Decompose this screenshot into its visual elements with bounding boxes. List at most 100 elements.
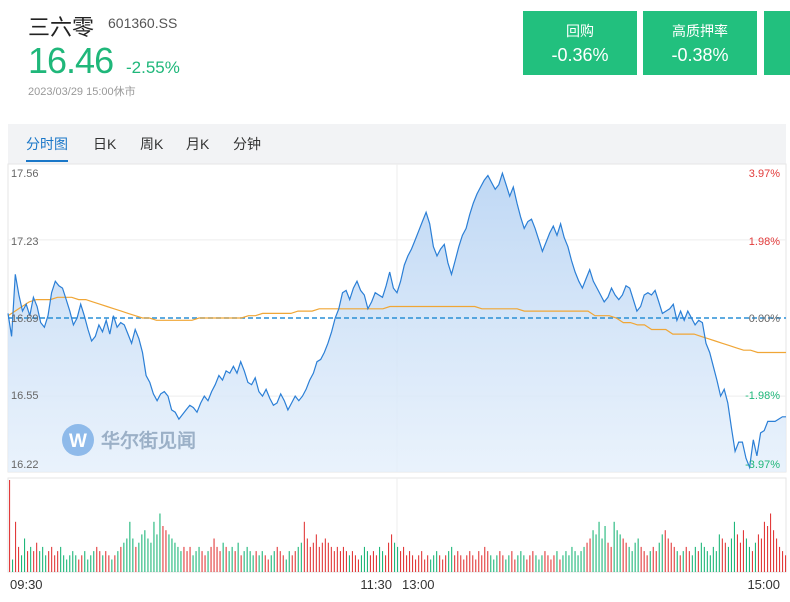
volume-bar (342, 546, 344, 572)
volume-bar (637, 538, 639, 572)
volume-bar (69, 555, 71, 572)
volume-bar (228, 551, 230, 572)
volume-bar (502, 555, 504, 572)
volume-bar (90, 555, 92, 572)
volume-bar (463, 559, 465, 572)
volume-bar (177, 546, 179, 572)
volume-bar (60, 546, 62, 572)
x-tick-label: 13:00 (402, 577, 435, 592)
volume-bar (207, 551, 209, 572)
volume-bar (27, 551, 29, 572)
volume-bar (785, 555, 787, 572)
y-tick-label: 17.56 (11, 168, 39, 180)
volume-bar (610, 546, 612, 572)
concept-card-pledge[interactable]: 高质押率 -0.38% (643, 11, 757, 75)
volume-bar (102, 555, 104, 572)
volume-bar (613, 521, 615, 572)
volume-bar (559, 559, 561, 572)
volume-bar (493, 559, 495, 572)
volume-bar (709, 555, 711, 572)
watermark: W 华尔街见闻 (62, 424, 196, 456)
volume-bar (643, 551, 645, 572)
volume-bar (15, 521, 17, 572)
x-tick-label: 09:30 (10, 577, 43, 592)
volume-bar (126, 538, 128, 572)
volume-bar (216, 546, 218, 572)
volume-bar (282, 555, 284, 572)
tab-weekly-k[interactable]: 周K (140, 136, 164, 152)
concept-card-partial[interactable] (764, 11, 790, 75)
tab-monthly-k[interactable]: 月K (186, 136, 210, 152)
volume-bar (700, 542, 702, 572)
volume-bar (171, 538, 173, 572)
volume-bar (294, 551, 296, 572)
volume-bar (114, 555, 116, 572)
volume-bar (186, 551, 188, 572)
concept-card-buyback[interactable]: 回购 -0.36% (523, 11, 637, 75)
volume-bar (727, 546, 729, 572)
volume-bar (658, 542, 660, 572)
volume-bar (514, 559, 516, 572)
volume-bar (351, 551, 353, 572)
pct-tick-label: 3.97% (749, 168, 780, 180)
volume-bar (628, 546, 630, 572)
volume-bar (339, 551, 341, 572)
volume-bar (45, 555, 47, 572)
volume-bar (634, 542, 636, 572)
volume-bar (454, 555, 456, 572)
volume-bar (78, 559, 80, 572)
volume-bar (649, 551, 651, 572)
volume-bar (42, 546, 44, 572)
volume-bar (703, 546, 705, 572)
volume-bar (391, 534, 393, 572)
volume-bar (592, 530, 594, 572)
y-tick-label: 17.23 (11, 236, 39, 248)
volume-bar (577, 555, 579, 572)
volume-bar (120, 546, 122, 572)
volume-bar (354, 555, 356, 572)
volume-bar (375, 555, 377, 572)
volume-bar (776, 538, 778, 572)
volume-bar (24, 538, 26, 572)
volume-bar (646, 555, 648, 572)
volume-bar (303, 521, 305, 572)
volume-bar (156, 534, 158, 572)
volume-bar (222, 542, 224, 572)
stock-name: 三六零 (28, 15, 95, 40)
volume-bar (360, 555, 362, 572)
volume-bar (315, 534, 317, 572)
card-value: -0.36% (551, 45, 609, 65)
volume-bar (147, 538, 149, 572)
volume-bar (421, 551, 423, 572)
volume-bar (782, 551, 784, 572)
volume-bar (30, 546, 32, 572)
tab-intraday[interactable]: 分时图 (26, 134, 68, 162)
volume-bar (117, 551, 119, 572)
volume-bar (523, 555, 525, 572)
volume-bar (174, 542, 176, 572)
volume-bar (63, 555, 65, 572)
tab-daily-k[interactable]: 日K (93, 136, 117, 152)
volume-bar (51, 546, 53, 572)
volume-bar (679, 555, 681, 572)
volume-bars (9, 480, 787, 572)
pct-tick-label: -3.97% (745, 459, 780, 471)
volume-bar (517, 555, 519, 572)
volume-bar (321, 542, 323, 572)
stock-code: 601360.SS (108, 15, 178, 31)
volume-bar (336, 546, 338, 572)
tab-minute[interactable]: 分钟 (233, 136, 261, 152)
volume-bar (372, 551, 374, 572)
volume-bar (273, 551, 275, 572)
volume-bar (595, 534, 597, 572)
volume-bar (640, 546, 642, 572)
volume-bar (327, 542, 329, 572)
volume-bar (330, 546, 332, 572)
percent-axis-labels: 3.97% 1.98% 0.00% -1.98% -3.97% (745, 168, 780, 471)
volume-bar (511, 551, 513, 572)
volume-bar (129, 521, 131, 572)
volume-bar (652, 546, 654, 572)
volume-bar (415, 559, 417, 572)
volume-bar (682, 551, 684, 572)
